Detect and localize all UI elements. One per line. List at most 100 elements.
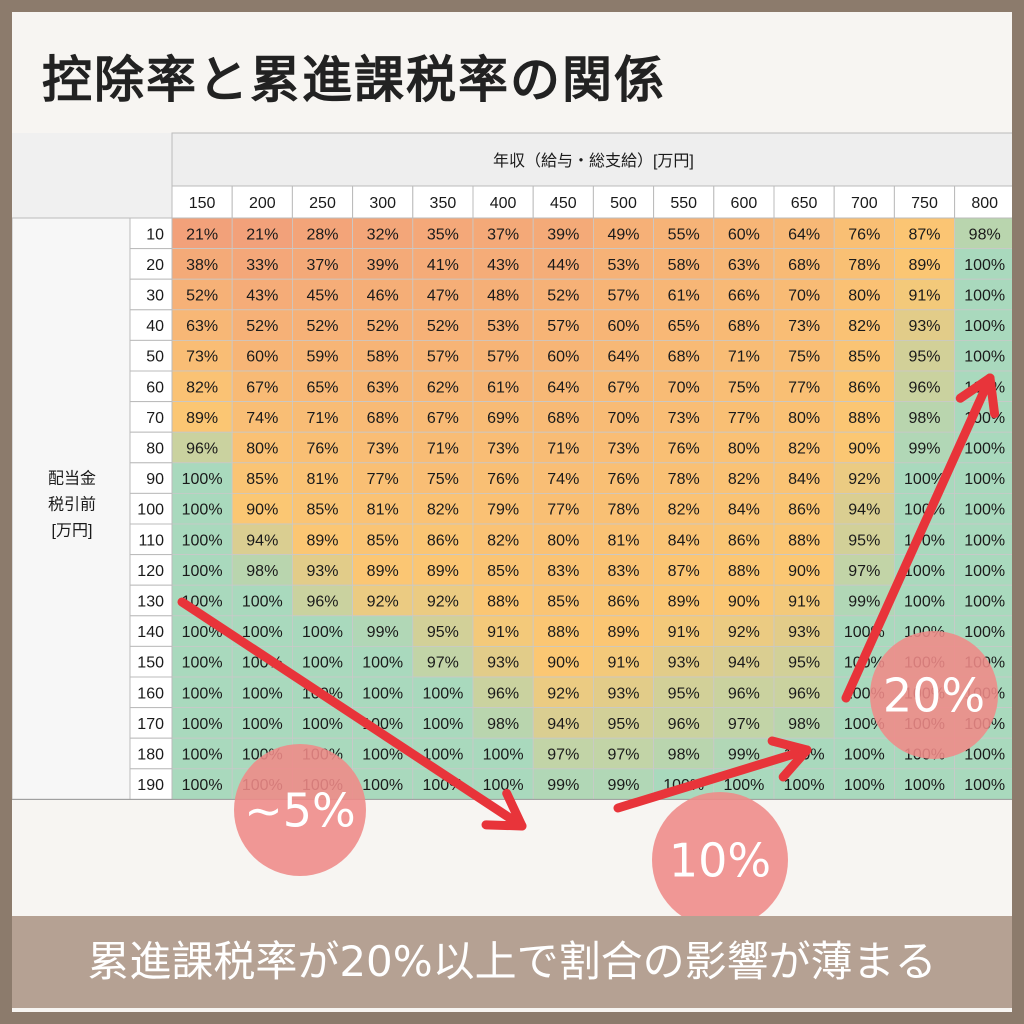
heatmap-cell-label: 43% xyxy=(487,257,519,274)
heatmap-cell xyxy=(532,462,594,494)
heatmap-cell xyxy=(171,309,233,341)
heatmap-cell-label: 100% xyxy=(182,471,223,488)
row-header-cell xyxy=(129,309,173,341)
heatmap-cell xyxy=(593,462,655,494)
heatmap-cell-label: 52% xyxy=(427,318,459,335)
heatmap-cell-label: 100% xyxy=(182,747,223,764)
heatmap-cell xyxy=(593,370,655,403)
heatmap-cell xyxy=(532,339,594,372)
heatmap-cell xyxy=(954,523,1012,556)
heatmap-cell-label: 100% xyxy=(182,777,223,794)
heatmap-cell xyxy=(412,339,474,372)
heatmap-cell xyxy=(352,248,414,280)
heatmap-cell-label: 96% xyxy=(788,685,820,702)
heatmap-cell-label: 48% xyxy=(487,288,519,305)
heatmap-cell xyxy=(412,401,474,433)
heatmap-cell xyxy=(171,248,233,280)
heatmap-cell-label: 68% xyxy=(668,349,700,366)
heatmap-cell xyxy=(894,370,956,403)
heatmap-cell xyxy=(653,554,715,586)
heatmap-cell-label: 82% xyxy=(186,379,218,396)
heatmap-cell xyxy=(352,584,414,617)
heatmap-cell xyxy=(773,370,835,403)
heatmap-cell-label: 98% xyxy=(668,747,700,764)
heatmap-cell-label: 83% xyxy=(547,563,579,580)
heatmap-cell xyxy=(713,646,775,678)
heatmap-cell-label: 93% xyxy=(487,655,519,672)
heatmap-cell-label: 61% xyxy=(487,379,519,396)
heatmap-cell-label: 91% xyxy=(788,594,820,611)
annotation-label: 20% xyxy=(883,669,985,723)
heatmap-cell xyxy=(593,615,655,647)
heatmap-cell-label: 95% xyxy=(908,349,940,366)
heatmap-cell-label: 52% xyxy=(547,288,579,305)
heatmap-cell-label: 21% xyxy=(246,226,278,243)
heatmap-cell xyxy=(171,676,233,709)
col-header-cell xyxy=(352,185,414,219)
heatmap-cell-label: 80% xyxy=(728,441,760,458)
heatmap-cell-label: 100% xyxy=(844,716,885,733)
heatmap-cell-label: 95% xyxy=(668,685,700,702)
heatmap-cell-label: 82% xyxy=(668,502,700,519)
heatmap-cell xyxy=(231,584,293,617)
heatmap-cell xyxy=(833,278,895,311)
heatmap-cell xyxy=(171,768,233,800)
heatmap-cell xyxy=(894,492,956,525)
y-axis-title-line: [万円] xyxy=(52,522,93,539)
heatmap-cell-label: 91% xyxy=(908,288,940,305)
heatmap-cell-label: 82% xyxy=(427,502,459,519)
heatmap-cell-label: 90% xyxy=(788,563,820,580)
heatmap-cell-label: 93% xyxy=(306,563,338,580)
heatmap-cell-label: 100% xyxy=(182,624,223,641)
heatmap-cell-label: 81% xyxy=(607,532,639,549)
heatmap-cell-label: 98% xyxy=(969,226,1001,243)
heatmap-cell-label: 61% xyxy=(668,288,700,305)
heatmap-cell xyxy=(352,462,414,494)
heatmap-cell xyxy=(171,492,233,525)
heatmap-cell xyxy=(472,309,534,341)
heatmap-cell xyxy=(653,462,715,494)
heatmap-cell xyxy=(773,676,835,709)
heatmap-cell-label: 90% xyxy=(547,655,579,672)
heatmap-cell-label: 73% xyxy=(367,441,399,458)
heatmap-cell xyxy=(593,401,655,433)
heatmap-cell-label: 96% xyxy=(908,379,940,396)
heatmap-cell-label: 60% xyxy=(607,318,639,335)
col-header-cell xyxy=(291,185,354,219)
heatmap-cell xyxy=(352,401,414,433)
heatmap-cell xyxy=(653,584,715,617)
heatmap-cell xyxy=(593,554,655,586)
heatmap-cell-label: 64% xyxy=(607,349,639,366)
heatmap-cell-label: 90% xyxy=(728,594,760,611)
row-header-label: 80 xyxy=(146,441,164,458)
heatmap-cell-label: 98% xyxy=(487,716,519,733)
heatmap-cell-label: 88% xyxy=(848,410,880,427)
heatmap-cell-label: 81% xyxy=(306,471,338,488)
heatmap-cell-label: 57% xyxy=(427,349,459,366)
heatmap-cell xyxy=(713,462,775,494)
col-header-label: 150 xyxy=(189,195,216,212)
heatmap-cell-label: 63% xyxy=(367,379,399,396)
heatmap-cell xyxy=(713,370,775,403)
heatmap-cell xyxy=(171,737,233,770)
heatmap-cell-label: 100% xyxy=(242,624,283,641)
heatmap-cell-label: 75% xyxy=(788,349,820,366)
row-header-cell xyxy=(129,768,173,800)
heatmap-cell-label: 100% xyxy=(302,716,343,733)
heatmap-cell-label: 97% xyxy=(547,747,579,764)
heatmap-cell-label: 53% xyxy=(607,257,639,274)
heatmap-cell-label: 100% xyxy=(904,563,945,580)
heatmap-cell xyxy=(472,339,534,372)
heatmap-cell-label: 100% xyxy=(964,502,1005,519)
heatmap-cell xyxy=(653,615,715,647)
y-axis-title-line: 税引前 xyxy=(48,495,96,513)
heatmap-cell-label: 98% xyxy=(908,410,940,427)
y-axis-title-line: 配当金 xyxy=(48,469,96,487)
heatmap-cell-label: 100% xyxy=(182,685,223,702)
heatmap-cell-label: 76% xyxy=(848,226,880,243)
heatmap-cell xyxy=(231,554,293,586)
heatmap-cell-label: 97% xyxy=(607,747,639,764)
heatmap-cell xyxy=(954,309,1012,341)
heatmap-cell-label: 76% xyxy=(607,471,639,488)
heatmap-cell xyxy=(472,554,534,586)
